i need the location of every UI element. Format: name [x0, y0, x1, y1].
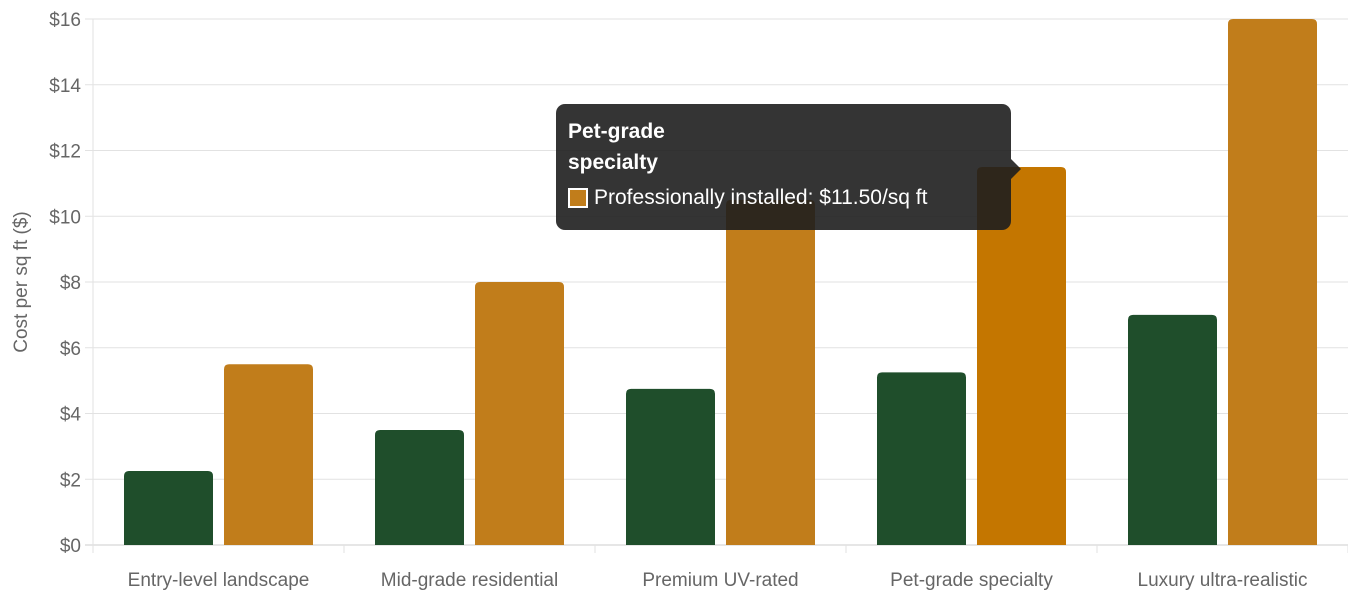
bar-professionally-installed	[1228, 19, 1317, 545]
y-tick-label: $0	[60, 536, 81, 557]
bar-series1	[1128, 314, 1217, 545]
x-tick-label: Mid-grade residential	[381, 570, 558, 591]
bar-professionally-installed	[475, 282, 564, 545]
y-tick-label: $2	[60, 470, 81, 491]
y-tick-label: $14	[49, 76, 81, 97]
x-tick-label: Luxury ultra-realistic	[1138, 570, 1308, 591]
bar-series1	[877, 372, 966, 545]
tooltip-arrow	[1011, 159, 1021, 179]
bar-professionally-installed	[224, 364, 313, 545]
y-tick-label: $6	[60, 339, 81, 360]
x-tick-label: Premium UV-rated	[642, 570, 798, 591]
tooltip: Pet-grade specialty Professionally insta…	[556, 104, 1021, 230]
bar-series1	[626, 388, 715, 545]
x-tick-label: Pet-grade specialty	[890, 570, 1053, 591]
tooltip-value: Professionally installed: $11.50/sq ft	[594, 186, 928, 209]
tooltip-swatch	[568, 188, 588, 208]
y-tick-label: $16	[49, 10, 81, 31]
bar-series1	[124, 471, 213, 545]
bar-professionally-installed	[726, 199, 815, 545]
bar-professionally-installed	[977, 166, 1066, 545]
bar-series1	[375, 429, 464, 545]
y-tick-label: $8	[60, 273, 81, 294]
y-tick-label: $4	[60, 405, 82, 426]
y-tick-label: $10	[49, 207, 81, 228]
y-tick-label: $12	[49, 142, 81, 163]
y-axis-title: Cost per sq ft ($)	[11, 211, 32, 353]
x-tick-label: Entry-level landscape	[128, 570, 310, 591]
tooltip-title: Pet-grade specialty	[568, 120, 665, 174]
